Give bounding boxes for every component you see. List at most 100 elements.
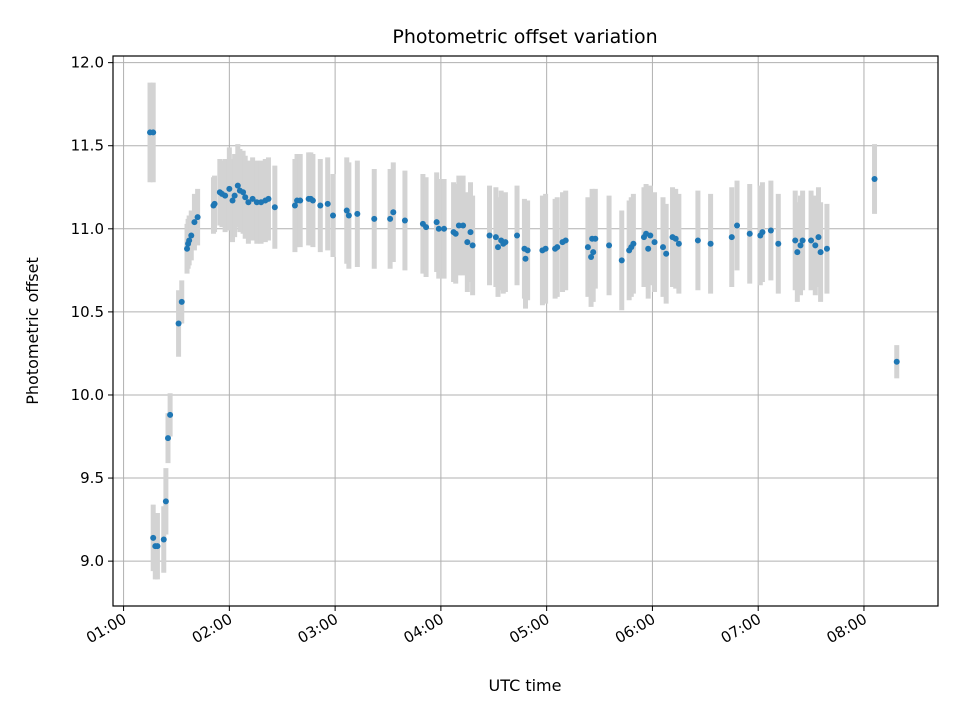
data-point: [433, 219, 440, 226]
data-point: [441, 225, 448, 232]
y-tick-label: 11.5: [71, 137, 104, 155]
data-point: [309, 197, 316, 204]
data-point: [707, 240, 714, 247]
data-point: [297, 197, 304, 204]
data-point: [354, 210, 361, 217]
data-point: [371, 215, 378, 222]
data-point: [460, 222, 467, 229]
y-axis-ticks: 9.0 9.5 10.0 10.5 11.0 11.5 12.0: [71, 54, 113, 570]
data-point: [186, 237, 193, 244]
data-point: [162, 498, 169, 505]
data-point: [188, 232, 195, 239]
data-point: [584, 244, 591, 251]
data-point: [808, 237, 815, 244]
data-point: [211, 200, 218, 207]
data-point: [651, 239, 658, 246]
data-point: [797, 242, 804, 249]
data-point: [792, 237, 799, 244]
data-point: [815, 234, 822, 241]
data-point: [253, 199, 260, 206]
data-point: [817, 249, 824, 256]
data-point: [423, 224, 430, 231]
data-point: [231, 192, 238, 199]
x-axis-label: UTC time: [489, 676, 562, 695]
data-point: [455, 222, 462, 229]
data-point: [401, 217, 408, 224]
data-point: [324, 200, 331, 207]
data-point: [672, 235, 679, 242]
data-point: [588, 254, 595, 261]
data-point: [390, 209, 397, 216]
data-point: [728, 234, 735, 241]
data-point: [194, 214, 201, 221]
y-tick-label: 9.0: [80, 552, 104, 570]
data-point: [823, 245, 830, 252]
data-point: [630, 240, 637, 247]
y-axis-label: Photometric offset: [23, 257, 42, 405]
data-point: [150, 129, 157, 136]
data-point: [178, 298, 185, 305]
data-point: [234, 182, 241, 189]
data-point: [271, 204, 278, 211]
data-point: [175, 320, 182, 327]
y-tick-label: 10.0: [71, 386, 104, 404]
data-point: [812, 242, 819, 249]
data-point: [618, 257, 625, 264]
data-point: [647, 232, 654, 239]
data-point: [249, 195, 256, 202]
data-point: [150, 534, 157, 541]
data-point: [317, 202, 324, 209]
data-point: [675, 240, 682, 247]
data-point: [154, 543, 161, 550]
data-point: [452, 230, 459, 237]
data-point: [893, 358, 900, 365]
data-point: [245, 199, 252, 206]
data-point: [492, 234, 499, 241]
plot-frame: [112, 55, 939, 607]
data-point: [522, 255, 529, 262]
data-point: [542, 245, 549, 252]
data-point: [229, 197, 236, 204]
data-point: [191, 219, 198, 226]
data-point: [799, 237, 806, 244]
data-point: [734, 222, 741, 229]
data-point: [184, 245, 191, 252]
data-point: [746, 230, 753, 237]
data-point: [330, 212, 336, 219]
data-point: [265, 195, 272, 202]
y-tick-label: 9.5: [80, 469, 104, 487]
data-point: [502, 239, 509, 246]
y-tick-label: 11.0: [71, 220, 104, 238]
data-point: [464, 239, 471, 246]
data-point: [524, 247, 531, 254]
data-point: [242, 194, 249, 201]
y-tick-label: 10.5: [71, 303, 104, 321]
data-point: [562, 237, 569, 244]
data-point: [514, 232, 521, 239]
data-point: [775, 240, 782, 247]
data-point: [467, 229, 474, 236]
data-point: [226, 185, 233, 192]
data-point: [554, 244, 561, 251]
data-point: [592, 235, 599, 242]
data-point: [486, 232, 493, 239]
data-point: [663, 250, 670, 257]
data-point: [240, 189, 247, 196]
data-point: [495, 244, 501, 251]
data-point: [794, 249, 801, 256]
data-point: [387, 215, 394, 222]
data-point: [606, 242, 613, 249]
data-point: [222, 192, 229, 199]
data-point: [645, 245, 652, 252]
data-point: [759, 229, 766, 236]
data-point: [165, 435, 171, 442]
data-point: [160, 536, 167, 543]
y-tick-label: 12.0: [71, 54, 104, 72]
data-point: [694, 237, 701, 244]
data-point: [660, 244, 666, 251]
data-point: [291, 202, 298, 209]
data-points: [147, 129, 900, 550]
data-point: [469, 242, 476, 249]
